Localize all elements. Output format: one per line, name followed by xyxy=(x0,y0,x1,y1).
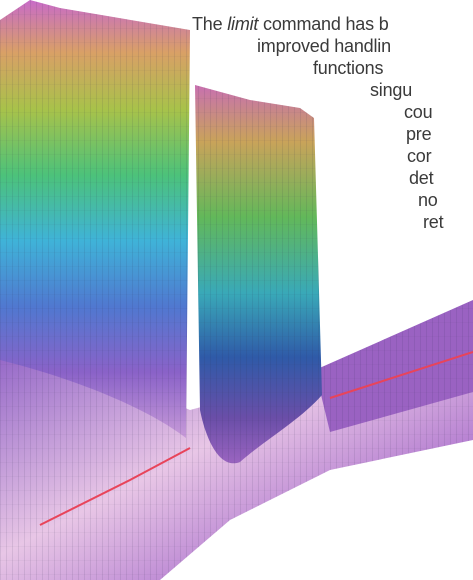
text-line: pre xyxy=(406,124,431,145)
plot-middle-wall xyxy=(195,85,322,463)
text-line: The limit command has b xyxy=(192,14,389,35)
text-line: cou xyxy=(404,102,432,123)
text-line: det xyxy=(409,168,433,189)
text-line: improved handlin xyxy=(257,36,391,57)
text-line: no xyxy=(418,190,438,211)
text-span: The xyxy=(192,14,222,34)
text-span: command has b xyxy=(263,14,388,34)
text-line: ret xyxy=(423,212,443,233)
text-line: functions xyxy=(313,58,383,79)
text-emphasis: limit xyxy=(227,14,258,34)
page: html, body { margin: 0; padding: 0; back… xyxy=(0,0,473,580)
text-line: cor xyxy=(407,146,431,167)
page-body: {"text": {"lines": [ {"before": "The", "… xyxy=(0,0,473,580)
middle-wall-grid xyxy=(195,85,322,463)
text-line: singu xyxy=(370,80,412,101)
